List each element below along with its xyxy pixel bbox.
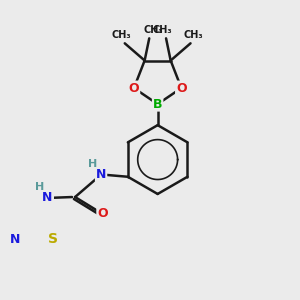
Text: CH₃: CH₃ (143, 25, 163, 35)
Text: B: B (153, 98, 162, 111)
Text: CH₃: CH₃ (112, 30, 131, 40)
Text: H: H (34, 182, 44, 192)
Text: H: H (88, 159, 97, 169)
Text: CH₃: CH₃ (184, 30, 203, 40)
Text: N: N (42, 191, 53, 204)
Text: O: O (97, 207, 108, 220)
Text: O: O (176, 82, 187, 94)
Text: CH₃: CH₃ (152, 25, 172, 35)
Text: N: N (10, 232, 20, 246)
Text: O: O (129, 82, 139, 94)
Text: S: S (48, 232, 58, 246)
Text: N: N (96, 168, 106, 182)
